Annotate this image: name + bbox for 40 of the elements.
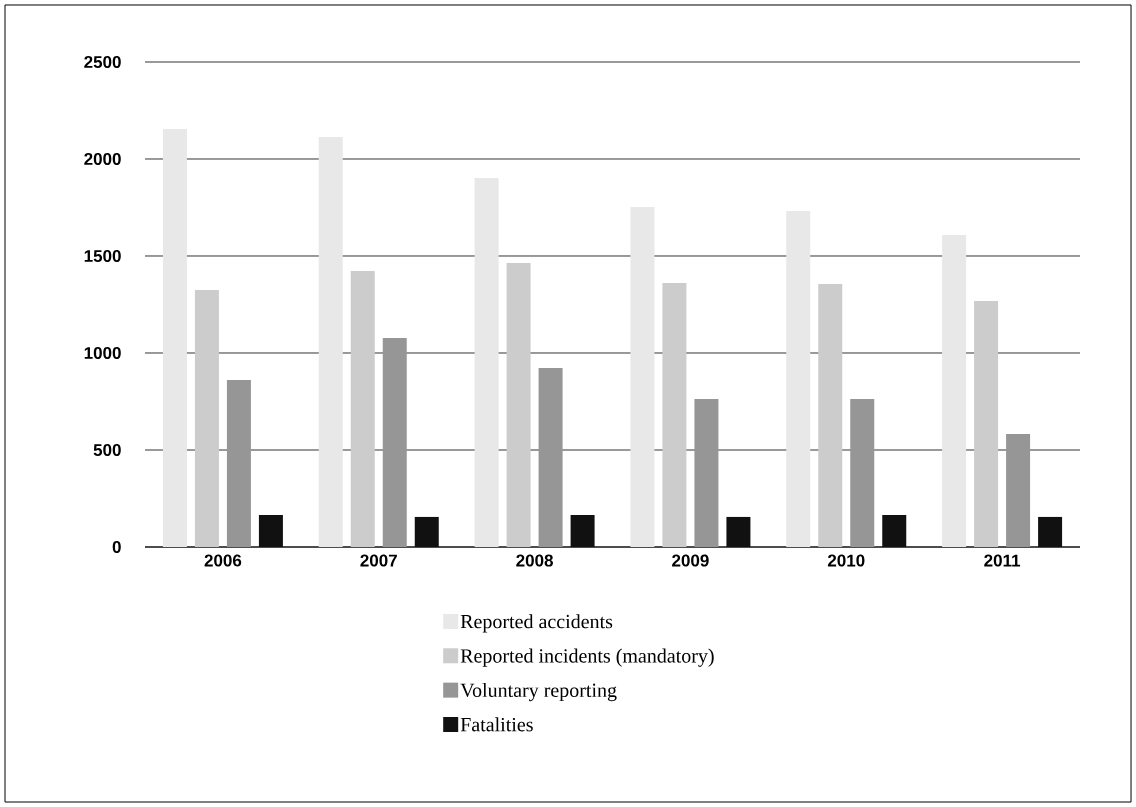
y-tick-label: 1000 <box>84 346 121 360</box>
x-tick-label: 2008 <box>516 554 553 567</box>
bar <box>226 379 251 547</box>
x-tick-label: 2010 <box>827 554 865 567</box>
bar <box>194 289 219 547</box>
x-tick-label: 2007 <box>360 554 397 567</box>
bar <box>350 270 375 547</box>
bar <box>506 262 531 547</box>
bar <box>818 283 843 547</box>
bar <box>850 398 875 547</box>
y-tick-label: 500 <box>93 443 121 457</box>
y-tick-label: 0 <box>112 540 121 554</box>
bar <box>382 338 407 547</box>
y-tick-label: 2500 <box>84 55 121 69</box>
bar <box>786 210 811 547</box>
bar <box>662 282 687 547</box>
legend-label: Fatalities <box>460 717 533 732</box>
bar <box>974 301 999 547</box>
bar <box>942 235 967 547</box>
bar <box>258 514 283 547</box>
legend-label: Voluntary reporting <box>460 682 617 702</box>
bar <box>882 514 907 547</box>
legend-label: Reported incidents (mandatory) <box>460 648 714 667</box>
bar <box>318 137 343 547</box>
bar <box>474 178 499 547</box>
legend-label: Reported accidents <box>460 614 613 633</box>
bar <box>414 516 439 547</box>
bar <box>570 514 595 547</box>
y-tick-label: 1500 <box>84 249 121 263</box>
y-tick-label: 2000 <box>84 152 121 166</box>
x-tick-label: 2009 <box>672 554 709 567</box>
bar <box>630 206 655 547</box>
bar <box>538 367 563 547</box>
bar <box>726 516 751 547</box>
bar <box>1038 516 1063 547</box>
x-tick-label: 2011 <box>984 554 1021 567</box>
x-tick-label: 2006 <box>204 554 242 567</box>
bar <box>162 128 187 547</box>
bar <box>694 398 719 547</box>
bar <box>1006 434 1031 547</box>
